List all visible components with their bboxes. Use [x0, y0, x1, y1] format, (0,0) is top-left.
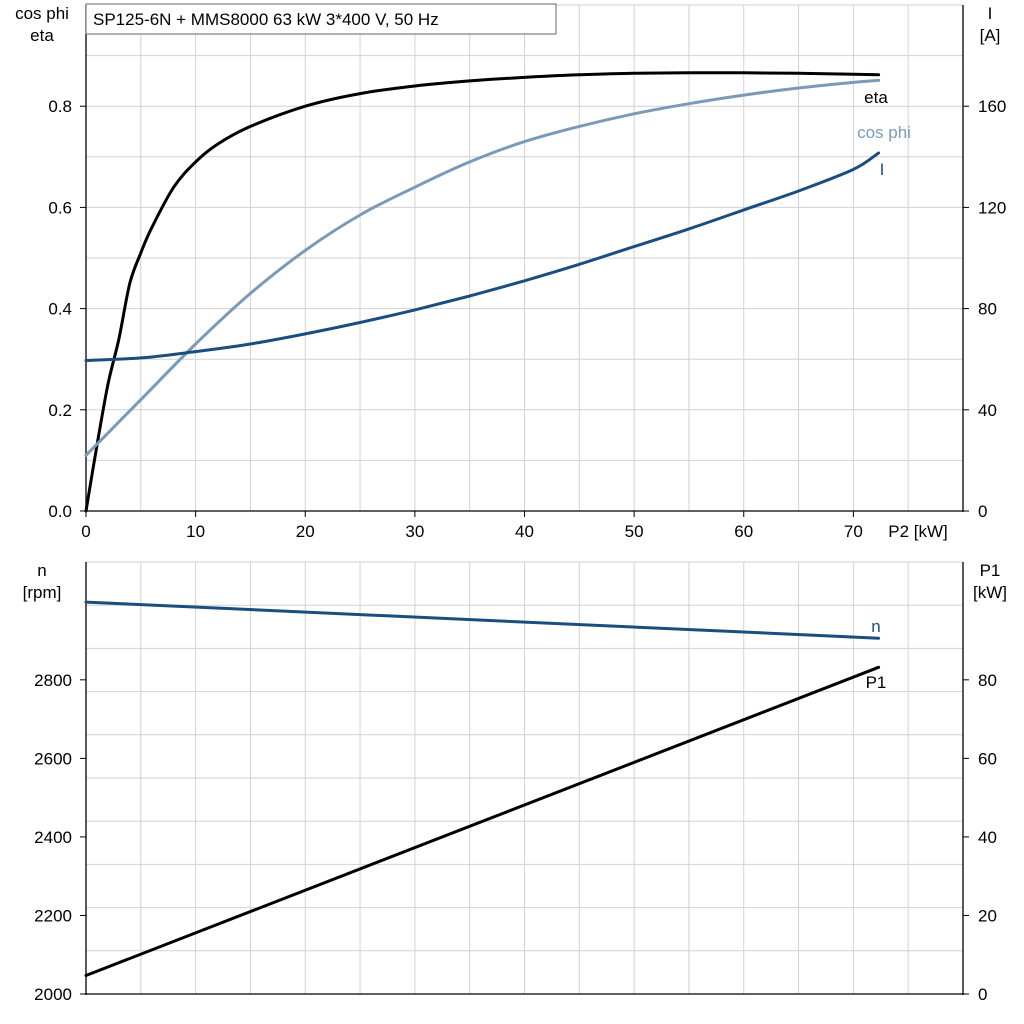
x-axis-label: P2 [kW] [888, 522, 948, 541]
left-tick-label: 2600 [34, 749, 72, 768]
left-axis-label: cos phi [15, 4, 69, 23]
left-axis-label: eta [30, 26, 54, 45]
left-tick-label: 2200 [34, 906, 72, 925]
series-cos-phi-label: cos phi [857, 123, 911, 142]
x-tick-label: 70 [844, 522, 863, 541]
x-tick-label: 40 [515, 522, 534, 541]
left-axis-label: n [37, 561, 46, 580]
left-tick-label: 0.2 [48, 401, 72, 420]
right-tick-label: 120 [978, 198, 1006, 217]
speed-power-panel: 2000 2200 2400 2600 2800 0 20 40 60 80 n [rpm] P1 [kW… [23, 561, 1007, 1004]
series-cos-phi-line [84, 78, 881, 457]
right-axis-label: P1 [980, 561, 1001, 580]
x-tick-label: 0 [81, 522, 90, 541]
left-tick-label: 0.6 [48, 198, 72, 217]
left-tick-label: 0.8 [48, 97, 72, 116]
series-eta-line [84, 71, 881, 513]
left-tick-label: 2000 [34, 985, 72, 1004]
left-axis-label: [rpm] [23, 583, 62, 602]
x-tick-label: 60 [734, 522, 753, 541]
efficiency-current-panel: 0.0 0.2 0.4 0.6 0.8 0 40 80 120 160 0 10 20 30 40 50 60 7… [15, 3, 1006, 541]
right-tick-label: 60 [978, 749, 997, 768]
right-tick-label: 80 [978, 300, 997, 319]
title-box [85, 3, 557, 35]
right-tick-label: 160 [978, 97, 1006, 116]
series-p1-label: P1 [866, 673, 887, 692]
right-axis-label: [kW] [973, 583, 1007, 602]
left-tick-label: 2400 [34, 828, 72, 847]
left-tick-label: 0.0 [48, 502, 72, 521]
series-i-line [84, 151, 881, 362]
x-tick-label: 20 [296, 522, 315, 541]
left-tick-label: 0.4 [48, 300, 72, 319]
right-tick-label: 40 [978, 401, 997, 420]
series-i-label: I [880, 160, 885, 179]
x-tick-label: 50 [625, 522, 644, 541]
right-tick-label: 0 [978, 502, 987, 521]
x-tick-label: 30 [405, 522, 424, 541]
left-tick-label: 2800 [34, 671, 72, 690]
right-tick-label: 0 [978, 985, 987, 1004]
right-axis-label: I [988, 4, 993, 23]
x-tick-label: 10 [186, 522, 205, 541]
right-tick-label: 20 [978, 906, 997, 925]
right-tick-label: 80 [978, 671, 997, 690]
series-n-line [84, 600, 881, 640]
right-tick-label: 40 [978, 828, 997, 847]
series-n-label: n [871, 617, 880, 636]
series-p1-line [84, 665, 881, 977]
series-eta-label: eta [864, 88, 888, 107]
chart-title: SP125-6N + MMS8000 63 kW 3*400 V, 50 Hz [93, 10, 439, 29]
right-axis-label: [A] [980, 26, 1001, 45]
